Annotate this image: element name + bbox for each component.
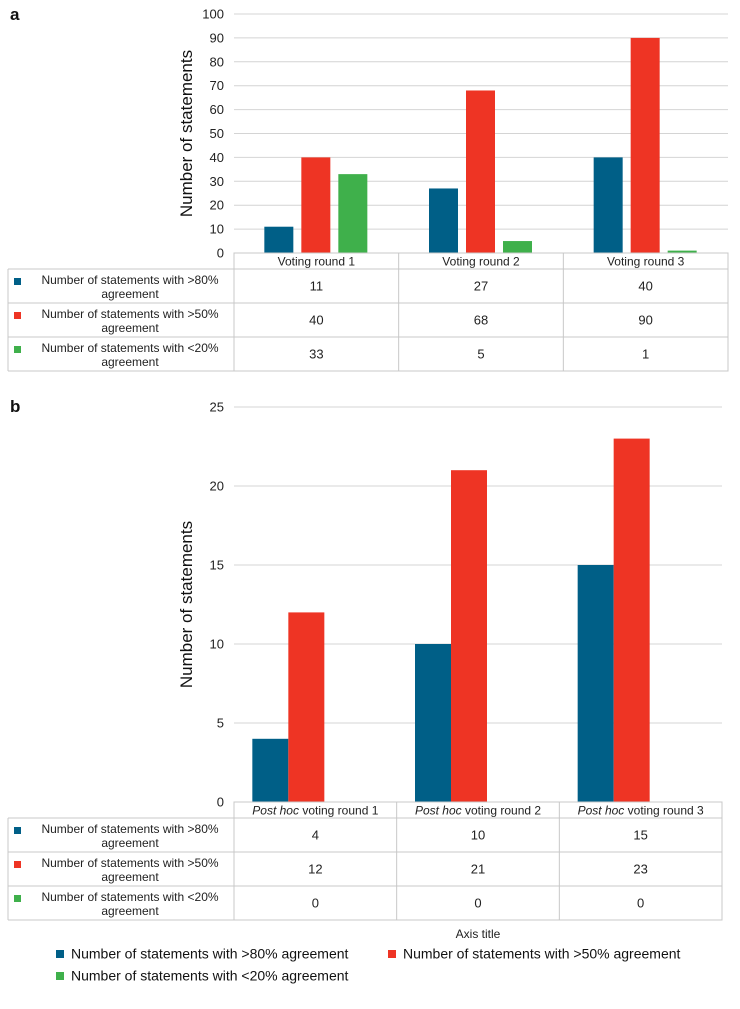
y-tick-label: 20 bbox=[210, 198, 224, 213]
row-label: Number of statements with <20% agreement bbox=[41, 341, 218, 369]
row-legend-key bbox=[14, 827, 21, 834]
data-table-cell: 68 bbox=[474, 313, 488, 328]
y-tick-label: 0 bbox=[217, 246, 224, 261]
category-label: Post hoc voting round 3 bbox=[578, 804, 704, 818]
bar-s3-c2 bbox=[503, 241, 532, 253]
y-tick-label: 60 bbox=[210, 102, 224, 117]
bar-s3-c3 bbox=[667, 250, 697, 253]
bar-s2-c3 bbox=[630, 37, 660, 254]
panel-letter: a bbox=[10, 5, 20, 24]
bar-s1-c3 bbox=[577, 565, 614, 802]
bar-s1-c1 bbox=[264, 226, 294, 253]
bar-s2-c2 bbox=[451, 470, 487, 802]
data-table-cell: 33 bbox=[309, 347, 323, 362]
legend: Number of statements with >80% agreement… bbox=[56, 946, 681, 984]
y-tick-label: 20 bbox=[210, 479, 224, 494]
data-table-cell: 90 bbox=[638, 313, 652, 328]
row-legend-key bbox=[14, 278, 21, 285]
y-tick-label: 0 bbox=[217, 795, 224, 810]
y-tick-label: 50 bbox=[210, 126, 224, 141]
data-table-cell: 0 bbox=[474, 896, 481, 911]
bar-s1-c2 bbox=[415, 644, 451, 802]
row-label: Number of statements with >80% agreement bbox=[41, 273, 218, 301]
row-label: Number of statements with >50% agreement bbox=[41, 307, 218, 335]
y-tick-label: 90 bbox=[210, 30, 224, 45]
y-axis-label: Number of statements bbox=[177, 521, 196, 688]
bar-s1-c2 bbox=[429, 188, 458, 253]
y-tick-label: 70 bbox=[210, 78, 224, 93]
data-table-cell: 40 bbox=[638, 279, 652, 294]
category-label: Voting round 3 bbox=[607, 255, 685, 269]
data-table-cell: 40 bbox=[309, 313, 323, 328]
bar-s2-c1 bbox=[301, 157, 331, 253]
row-legend-key bbox=[14, 895, 21, 902]
y-tick-label: 80 bbox=[210, 54, 224, 69]
legend-label-1: Number of statements with >80% agreement bbox=[71, 946, 349, 962]
data-table-cell: 0 bbox=[637, 896, 644, 911]
row-legend-key bbox=[14, 861, 21, 868]
data-table-cell: 10 bbox=[471, 828, 485, 843]
category-label: Post hoc voting round 1 bbox=[252, 804, 378, 818]
x-axis-title: Axis title bbox=[456, 927, 501, 941]
data-table-cell: 1 bbox=[642, 347, 649, 362]
panel-b: b 0 5 10 15 20 25 Number of statements Post hoc … bbox=[7, 397, 723, 941]
y-tick-label: 30 bbox=[210, 174, 224, 189]
panel-a: a 0 10 20 30 40 50 60 70 80 90 100 Number of stateme… bbox=[7, 5, 729, 372]
y-tick-label: 5 bbox=[217, 716, 224, 731]
y-tick-label: 10 bbox=[210, 222, 224, 237]
bar-s1-c1 bbox=[252, 738, 289, 802]
data-table-cell: 12 bbox=[308, 862, 322, 877]
row-label: Number of statements with >50% agreement bbox=[41, 856, 218, 884]
category-label: Voting round 2 bbox=[442, 255, 520, 269]
bar-s3-c1 bbox=[338, 174, 368, 253]
data-table-cell: 0 bbox=[312, 896, 319, 911]
bar-s2-c3 bbox=[613, 438, 650, 802]
legend-label-2: Number of statements with >50% agreement bbox=[403, 946, 681, 962]
bar-s1-c3 bbox=[593, 157, 623, 253]
data-table-cell: 5 bbox=[477, 347, 484, 362]
data-table-cell: 4 bbox=[312, 828, 319, 843]
data-table-cell: 23 bbox=[633, 862, 647, 877]
y-tick-label: 40 bbox=[210, 150, 224, 165]
data-table-cell: 15 bbox=[633, 828, 647, 843]
row-label: Number of statements with <20% agreement bbox=[41, 890, 218, 918]
y-tick-label: 25 bbox=[210, 400, 224, 415]
category-label: Voting round 1 bbox=[278, 255, 356, 269]
category-label: Post hoc voting round 2 bbox=[415, 804, 541, 818]
data-table-cell: 27 bbox=[474, 279, 488, 294]
row-label: Number of statements with >80% agreement bbox=[41, 822, 218, 850]
data-table-cell: 21 bbox=[471, 862, 485, 877]
y-tick-label: 15 bbox=[210, 558, 224, 573]
data-table-cell: 11 bbox=[310, 279, 324, 294]
bar-s2-c1 bbox=[288, 612, 325, 802]
legend-swatch-2 bbox=[388, 950, 396, 958]
bar-s2-c2 bbox=[466, 90, 495, 253]
legend-swatch-3 bbox=[56, 972, 64, 980]
y-axis-label: Number of statements bbox=[177, 50, 196, 217]
panel-letter: b bbox=[10, 397, 20, 416]
row-legend-key bbox=[14, 346, 21, 353]
row-legend-key bbox=[14, 312, 21, 319]
y-tick-label: 100 bbox=[202, 7, 224, 22]
legend-swatch-1 bbox=[56, 950, 64, 958]
y-tick-label: 10 bbox=[210, 637, 224, 652]
legend-label-3: Number of statements with <20% agreement bbox=[71, 968, 349, 984]
